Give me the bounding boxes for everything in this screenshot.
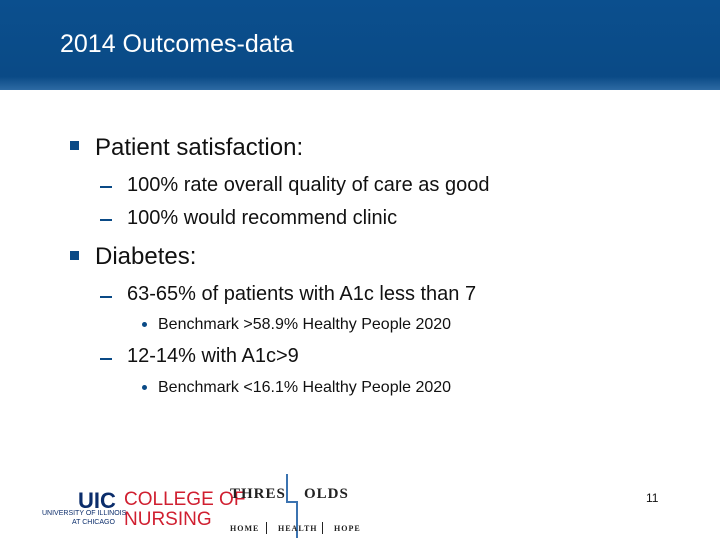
sub-sub-bullet-text: Benchmark <16.1% Healthy People 2020 (158, 379, 452, 396)
bullet-dash (100, 358, 112, 360)
bullet-square (70, 251, 79, 260)
tagline-divider (266, 522, 267, 534)
tagline-word: HEALTH (278, 524, 318, 533)
uic-university: UNIVERSITY OF ILLINOIS (42, 510, 127, 517)
tagline-word: HOME (230, 524, 260, 533)
thresholds-h-mark (286, 474, 298, 538)
header-bar (0, 0, 720, 90)
page-number: 11 (646, 491, 659, 505)
sub-sub-bullet-text: Benchmark >58.9% Healthy People 2020 (158, 316, 452, 333)
sub-bullet-text: 100% rate overall quality of care as goo… (127, 174, 490, 196)
tagline-word: HOPE (334, 524, 361, 533)
sub-bullet-text: 100% would recommend clinic (127, 207, 398, 229)
uic-college: COLLEGE OF (124, 489, 246, 510)
bullet-dot (142, 385, 147, 390)
uic-school: NURSING (124, 509, 212, 530)
uic-mark: UIC (78, 488, 116, 513)
sub-bullet-text: 12-14% with A1c>9 (127, 345, 299, 367)
bullet-dash (100, 219, 112, 221)
bullet-text: Diabetes: (95, 243, 197, 270)
tagline-divider (322, 522, 323, 534)
thresholds-right: OLDS (304, 486, 349, 502)
uic-city: AT CHICAGO (72, 519, 115, 526)
bullet-dash (100, 186, 112, 188)
bullet-dash (100, 296, 112, 298)
sub-bullet-text: 63-65% of patients with A1c less than 7 (127, 283, 477, 305)
bullet-dot (142, 322, 147, 327)
bullet-square (70, 141, 79, 150)
thresholds-left: THRES (230, 486, 286, 502)
slide-title: 2014 Outcomes-data (60, 30, 294, 58)
bullet-text: Patient satisfaction: (95, 134, 304, 161)
